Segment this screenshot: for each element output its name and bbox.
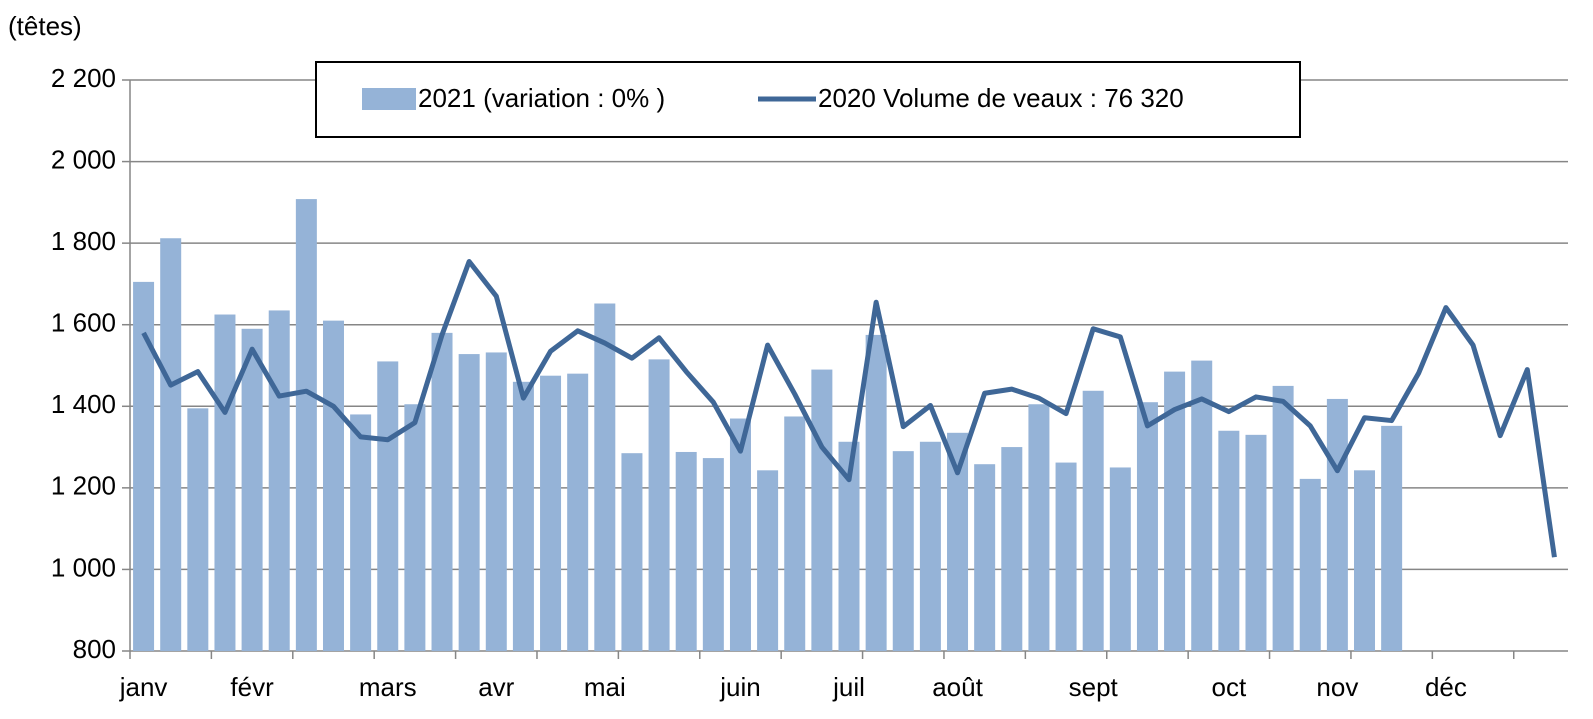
y-tick-label: 2 200 [51, 63, 116, 93]
y-tick-label: 1 600 [51, 308, 116, 338]
bar [268, 310, 290, 651]
bar [540, 375, 562, 651]
y-tick-label: 1 800 [51, 226, 116, 256]
bar [404, 404, 426, 651]
y-tick-label: 1 000 [51, 552, 116, 582]
bar [1299, 478, 1321, 651]
bar [1326, 398, 1348, 651]
x-tick-label: févr [230, 672, 274, 702]
bar [322, 320, 344, 651]
line [141, 258, 1557, 558]
bar [947, 432, 969, 651]
bar [377, 361, 399, 651]
y-tick-label: 2 000 [51, 144, 116, 174]
x-tick-label: avr [478, 672, 514, 702]
bar [865, 334, 887, 651]
bar [1191, 360, 1213, 651]
bar [811, 369, 833, 651]
bar [458, 354, 480, 651]
bar [133, 281, 155, 651]
bar [1354, 470, 1376, 651]
bar [214, 314, 236, 651]
bar [1218, 430, 1240, 651]
bar [485, 352, 507, 651]
bar [838, 441, 860, 651]
bar [1164, 371, 1186, 651]
x-tick-label: juil [832, 672, 865, 702]
bar [295, 199, 317, 651]
bar [974, 464, 996, 651]
y-axis-label: (têtes) [8, 11, 82, 41]
x-tick-label: déc [1425, 672, 1467, 702]
bar [241, 328, 263, 651]
x-tick-label: nov [1316, 672, 1358, 702]
x-tick-label: mars [359, 672, 417, 702]
bar [594, 303, 616, 651]
legend-swatch [362, 88, 416, 110]
legend-label: 2021 (variation : 0% ) [418, 83, 665, 113]
bar [1381, 425, 1403, 651]
x-tick-label: août [932, 672, 983, 702]
x-tick-label: juin [719, 672, 760, 702]
bar [350, 414, 372, 651]
bar [1055, 462, 1077, 651]
legend-label: 2020 Volume de veaux : 76 320 [818, 83, 1184, 113]
bar [1028, 404, 1050, 651]
bar [1082, 390, 1104, 651]
bar [919, 441, 941, 651]
bar [892, 451, 914, 651]
bar [1136, 402, 1158, 651]
y-tick-label: 1 200 [51, 471, 116, 501]
y-tick-label: 1 400 [51, 389, 116, 419]
bar [702, 458, 724, 651]
bar [1272, 385, 1294, 651]
bar [675, 451, 697, 651]
bar [757, 470, 779, 651]
bar [784, 416, 806, 651]
bar [621, 453, 643, 651]
y-tick-label: 800 [73, 634, 116, 664]
bar [729, 418, 751, 651]
bar [431, 332, 453, 651]
x-tick-label: sept [1069, 672, 1119, 702]
x-tick-label: mai [584, 672, 626, 702]
x-tick-label: oct [1212, 672, 1247, 702]
bar [1109, 467, 1131, 651]
x-tick-label: janv [119, 672, 168, 702]
bar [567, 373, 589, 651]
bar [1245, 434, 1267, 651]
bar [1001, 447, 1023, 651]
bar [187, 408, 209, 651]
bar [160, 238, 182, 651]
bar [512, 381, 534, 651]
bar [648, 359, 670, 651]
